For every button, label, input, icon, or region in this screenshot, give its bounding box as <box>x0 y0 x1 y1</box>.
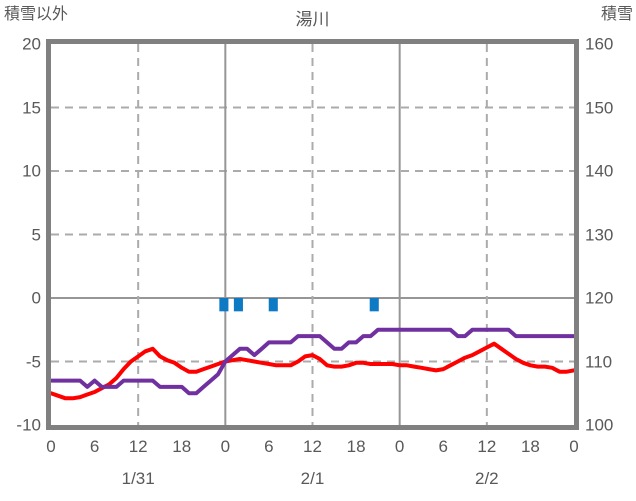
left-axis-tick-label: -5 <box>25 352 41 371</box>
left-axis-tick-label: 10 <box>22 161 41 181</box>
left-axis-title: 積雪以外 <box>4 6 69 23</box>
purple-line-right-axis <box>51 327 574 396</box>
red-line-left-axis <box>51 341 574 401</box>
snowfall-bar <box>219 298 229 312</box>
x-axis-hour-label: 0 <box>220 437 231 456</box>
right-axis-tick-label: 150 <box>585 98 614 117</box>
x-axis-date-label: 2/1 <box>300 469 325 488</box>
right-axis-tick-label: 130 <box>585 225 614 244</box>
snowfall-bar <box>369 298 379 312</box>
right-axis-tick-label: 140 <box>585 161 614 181</box>
left-axis-tick-label: 15 <box>22 98 41 117</box>
x-axis-hour-label: 18 <box>520 437 540 456</box>
x-axis-hour-label: 18 <box>346 437 366 456</box>
x-axis-hour-label: 6 <box>89 437 100 456</box>
right-axis-tick-label: 160 <box>585 34 614 54</box>
left-axis-tick-label: -10 <box>16 415 41 435</box>
right-axis-title: 積雪 <box>600 6 633 23</box>
x-axis-hour-label: 12 <box>477 437 497 456</box>
x-axis-hour-label: 0 <box>394 437 405 456</box>
right-axis-tick-label: 110 <box>585 352 613 371</box>
x-axis-hour-label: 0 <box>569 437 579 456</box>
chart-title: 湯川 <box>295 10 330 29</box>
x-axis-hour-label: 6 <box>438 437 448 456</box>
x-axis-hour-label: 12 <box>303 437 322 456</box>
right-axis-tick-label: 120 <box>585 288 614 308</box>
left-axis-tick-label: 20 <box>22 34 41 54</box>
left-axis-tick-label: 5 <box>31 225 41 244</box>
left-axis-tick-label: 0 <box>31 288 41 308</box>
x-axis-hour-label: 18 <box>172 437 192 456</box>
x-axis-hour-label: 12 <box>128 437 148 456</box>
x-axis-date-label: 1/31 <box>121 469 155 488</box>
x-axis-date-label: 2/2 <box>475 469 499 488</box>
x-axis-hour-label: 6 <box>264 437 274 456</box>
plot-svg <box>51 44 574 425</box>
x-axis-hour-label: 0 <box>46 437 56 456</box>
plot-area <box>46 39 579 430</box>
right-axis-tick-label: 100 <box>585 415 614 435</box>
snowfall-bar <box>268 298 278 312</box>
snowfall-bar <box>233 298 243 312</box>
